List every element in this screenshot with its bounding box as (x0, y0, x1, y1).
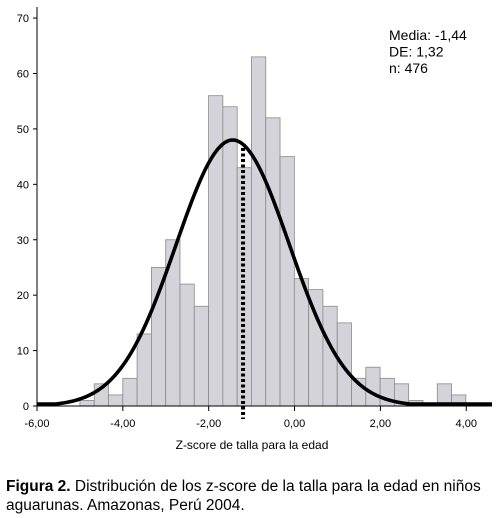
histogram-bar (122, 377, 138, 407)
y-tick-label: 20 (17, 290, 29, 302)
normal-curve-layer (37, 138, 492, 406)
y-tick-label: 0 (23, 401, 29, 413)
figure-caption: Figura 2. Distribución de los z-score de… (6, 477, 498, 515)
y-tick-label: 50 (17, 124, 29, 136)
x-tick-label: 0,00 (284, 418, 305, 430)
histogram-bar (279, 156, 295, 407)
y-axis-ticks: 0 10 20 30 40 50 60 70 (17, 13, 37, 413)
histogram-bars (79, 56, 467, 407)
x-tick-label: 2,00 (370, 418, 391, 430)
histogram-bar (193, 305, 209, 407)
caption-text: Distribución de los z-score de la talla … (6, 478, 481, 514)
stats-line: Media: -1,44 (389, 27, 467, 43)
histogram-bar (222, 106, 238, 407)
y-tick-label: 60 (17, 69, 29, 81)
y-tick-label: 10 (17, 346, 29, 358)
histogram-bar (208, 95, 224, 407)
histogram-bar (293, 278, 310, 407)
x-tick-label: -4,00 (110, 418, 135, 430)
histogram-bar (108, 394, 124, 407)
x-tick-label: 4,00 (456, 418, 477, 430)
histogram-bar (265, 117, 281, 407)
histogram-bar (136, 333, 152, 407)
y-tick-label: 40 (17, 179, 29, 191)
stats-line: n: 476 (389, 60, 428, 76)
y-tick-label: 30 (17, 235, 29, 247)
normal-curve (37, 138, 492, 406)
histogram-bar (336, 322, 352, 407)
histogram-bar (79, 400, 95, 407)
x-tick-label: -2,00 (196, 418, 221, 430)
histogram-bar (251, 56, 267, 407)
histogram-chart: 0 10 20 30 40 50 60 70 -6,00 -4,00 -2,00 0,00 2,00 4… (17, 7, 492, 452)
histogram-bar (365, 366, 381, 407)
histogram-bar (179, 283, 195, 407)
y-tick-label: 70 (17, 13, 29, 25)
stats-line: DE: 1,32 (389, 44, 444, 60)
x-axis-ticks: -6,00 -4,00 -2,00 0,00 2,00 4,00 (24, 406, 477, 430)
x-tick-label: -6,00 (24, 418, 49, 430)
x-axis-title: Z-score de talla para la edad (176, 438, 329, 452)
caption-label: Figura 2. (6, 478, 71, 495)
